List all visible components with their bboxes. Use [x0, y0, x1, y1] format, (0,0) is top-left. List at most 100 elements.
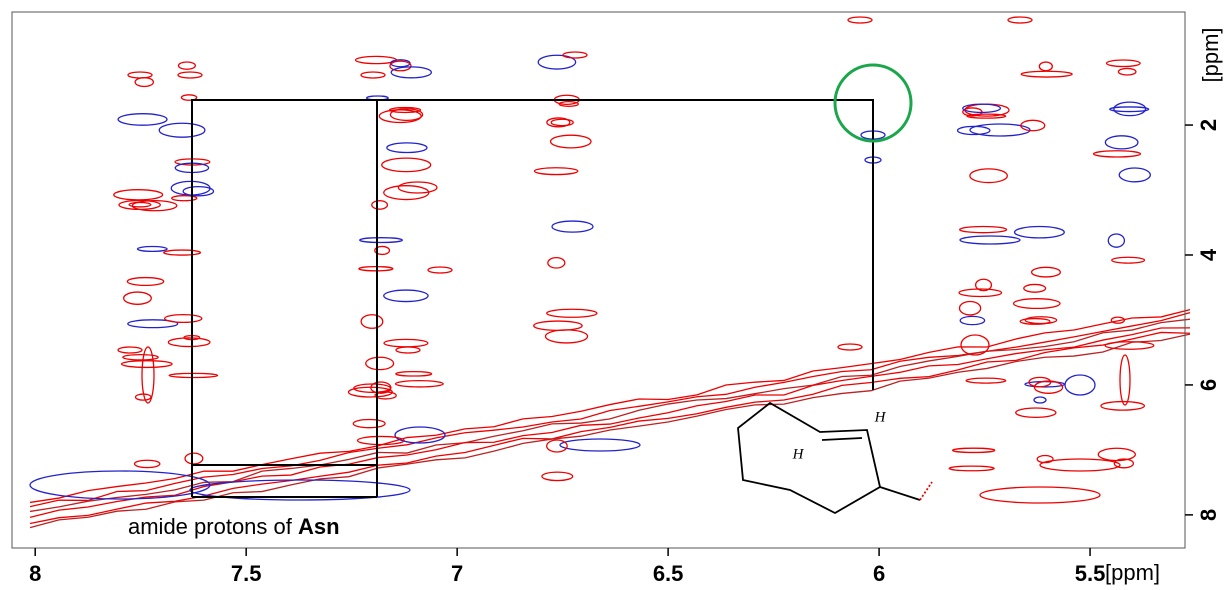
contour: [960, 334, 990, 356]
contour: [127, 319, 179, 329]
contour: [1033, 396, 1047, 404]
contour: [551, 220, 594, 233]
contour: [1023, 283, 1047, 293]
contour: [533, 320, 583, 332]
contour: [167, 337, 211, 348]
contour: [394, 426, 446, 444]
contour: [1110, 316, 1126, 324]
contour: [359, 237, 403, 244]
contour: [177, 71, 203, 79]
contour: [1119, 354, 1131, 406]
contour: [365, 356, 395, 371]
contour: [168, 372, 219, 379]
contour: [395, 370, 433, 377]
contour: [1019, 317, 1051, 325]
contour: [356, 435, 405, 446]
contour: [383, 338, 429, 348]
contour: [1030, 266, 1061, 278]
contour: [389, 108, 424, 122]
contour: [1097, 447, 1137, 462]
contour: [126, 276, 165, 287]
contour: [550, 118, 574, 127]
contours: [29, 16, 1191, 529]
contour: [374, 245, 391, 256]
contour: [122, 353, 159, 361]
contour: [1039, 458, 1121, 472]
contour: [358, 265, 394, 272]
contour: [979, 486, 1101, 504]
contour: [29, 470, 211, 500]
contour: [1028, 376, 1052, 388]
contour: [347, 386, 393, 398]
contour: [1111, 256, 1146, 264]
y-tick-label: 8: [1196, 509, 1221, 521]
contour: [163, 314, 203, 324]
contour: [386, 142, 428, 154]
contour: [374, 391, 397, 400]
contour: [1020, 119, 1046, 132]
contour: [383, 289, 429, 303]
atom-label: H: [792, 446, 805, 462]
contour: [29, 333, 1191, 529]
contour: [966, 113, 1007, 119]
contour: [1092, 150, 1142, 158]
contour: [959, 235, 1021, 245]
annotation-text: amide protons of: [128, 514, 298, 539]
contour: [847, 16, 873, 24]
contour: [962, 103, 1002, 114]
contour: [136, 245, 168, 253]
contour: [131, 199, 178, 212]
contour: [117, 113, 168, 126]
contour: [394, 380, 444, 388]
contour: [959, 225, 1008, 234]
contour: [956, 125, 991, 136]
contour: [948, 465, 995, 472]
contour: [549, 134, 592, 149]
contour: [170, 180, 211, 196]
contour: [974, 278, 993, 292]
contour: [1104, 135, 1139, 150]
contour: [390, 66, 433, 79]
contour: [388, 106, 422, 114]
contour: [371, 200, 389, 210]
contour: [533, 167, 579, 176]
x-axis-label: [ppm]: [1105, 560, 1160, 585]
x-tick-label: 7.5: [231, 561, 262, 586]
y-tick-label: 6: [1196, 379, 1221, 391]
contour: [184, 452, 204, 465]
contour: [1012, 298, 1061, 310]
contour: [1104, 341, 1155, 350]
bond-dotted: [919, 481, 933, 501]
contour: [969, 168, 1008, 184]
contour: [360, 71, 386, 79]
contour: [182, 185, 215, 197]
contour: [546, 439, 568, 453]
contour: [951, 447, 996, 454]
contour: [1033, 380, 1064, 394]
contour: [141, 346, 155, 404]
contour: [1107, 233, 1126, 248]
plot-frame: [11, 11, 1186, 549]
contour: [120, 360, 173, 369]
contour: [1117, 67, 1137, 76]
contour: [546, 117, 571, 128]
annotation: amide protons of Asn: [128, 514, 340, 539]
contour: [1015, 407, 1057, 419]
molecule: [737, 401, 933, 515]
contour: [381, 157, 432, 173]
contour: [123, 291, 152, 305]
contour: [1064, 374, 1096, 396]
contour: [163, 249, 202, 256]
contour: [29, 331, 1191, 525]
x-tick-label: 6.5: [653, 561, 684, 586]
double-bond: [821, 437, 863, 441]
contour: [1013, 225, 1065, 239]
x-tick-label: 7: [451, 561, 463, 586]
contour: [1109, 106, 1150, 113]
contour: [547, 257, 566, 269]
contour: [1105, 59, 1141, 68]
contour: [1020, 70, 1073, 78]
contour: [544, 329, 589, 344]
